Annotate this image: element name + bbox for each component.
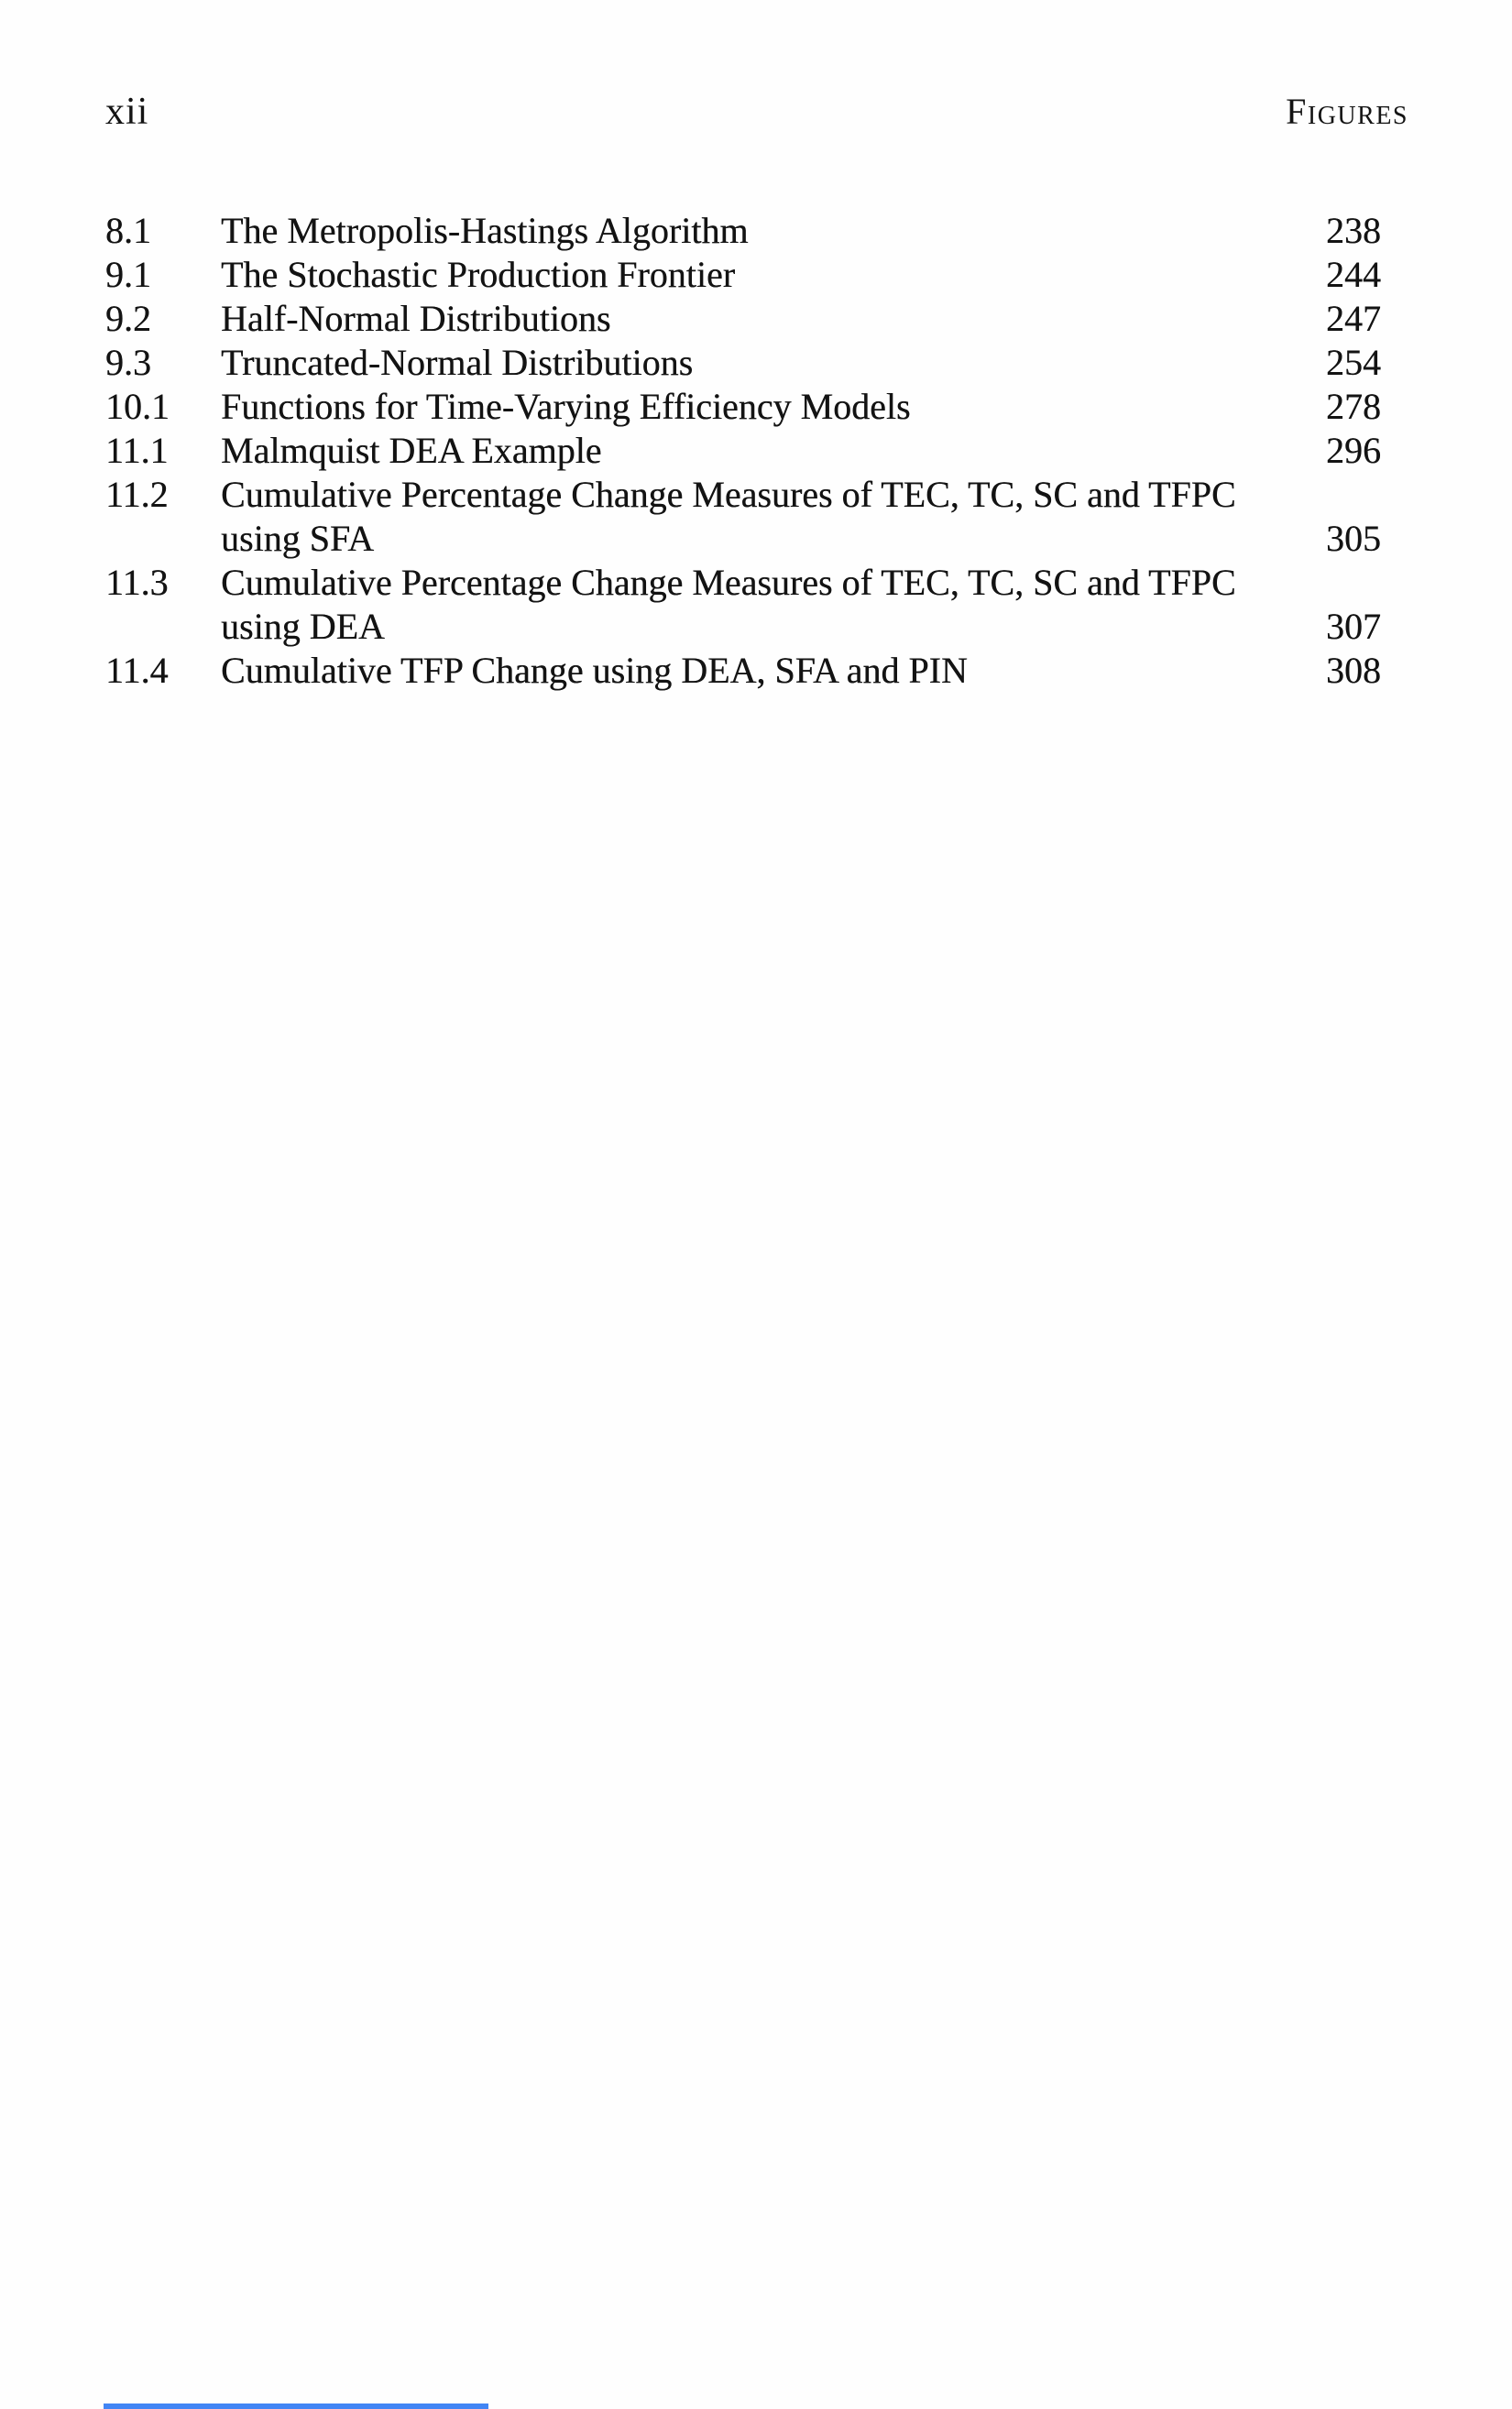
figure-entry: 11.3 Cumulative Percentage Change Measure… [105, 561, 1381, 649]
figure-page-number: 278 [1326, 386, 1381, 427]
figure-page-number: 305 [1326, 518, 1381, 559]
figure-entry: 10.1 Functions for Time-Varying Efficienc… [105, 385, 1381, 429]
figure-title: Cumulative Percentage Change Measures of… [221, 473, 1322, 561]
figure-page-number: 247 [1326, 298, 1381, 339]
figure-title-line: Half-Normal Distributions [221, 298, 611, 339]
figure-title: Functions for Time-Varying Efficiency Mo… [221, 385, 1322, 429]
figure-number: 8.1 [105, 210, 151, 251]
figure-number: 11.3 [105, 562, 169, 603]
figure-title-line: using SFA [221, 518, 375, 559]
figure-entry: 9.2 Half-Normal Distributions 247 [105, 297, 1381, 341]
figure-number: 9.3 [105, 342, 151, 383]
figure-title-line: The Metropolis-Hastings Algorithm [221, 210, 749, 251]
figure-entry: 11.2 Cumulative Percentage Change Measure… [105, 473, 1381, 561]
bottom-highlight-bar [104, 2404, 488, 2409]
figure-number: 9.1 [105, 254, 151, 295]
running-head-title: Figures [1286, 91, 1408, 132]
figure-page-number: 307 [1326, 606, 1381, 647]
figure-title: Malmquist DEA Example [221, 429, 1322, 473]
folio-page-number: xii [105, 91, 149, 133]
figure-page-number: 308 [1326, 650, 1381, 691]
figure-title: Cumulative TFP Change using DEA, SFA and… [221, 649, 1322, 693]
figure-entry: 9.1 The Stochastic Production Frontier 244 [105, 253, 1381, 297]
figure-title: The Stochastic Production Frontier [221, 253, 1322, 297]
figure-title: Half-Normal Distributions [221, 297, 1322, 341]
figure-title-line: Cumulative TFP Change using DEA, SFA and… [221, 650, 968, 691]
figure-page-number: 254 [1326, 342, 1381, 383]
figure-title: Cumulative Percentage Change Measures of… [221, 561, 1322, 649]
figure-page-number: 244 [1326, 254, 1381, 295]
figure-number: 11.2 [105, 474, 169, 515]
figure-page-number: 238 [1326, 210, 1381, 251]
figure-number: 11.4 [105, 650, 169, 691]
figure-title: Truncated-Normal Distributions [221, 341, 1322, 385]
figure-entry: 11.1 Malmquist DEA Example 296 [105, 429, 1381, 473]
figure-title-line: Cumulative Percentage Change Measures of… [221, 474, 1236, 515]
list-of-figures: 8.1 The Metropolis-Hastings Algorithm 238 9… [105, 209, 1381, 693]
figure-title-line: Malmquist DEA Example [221, 430, 602, 471]
figure-title-line: Truncated-Normal Distributions [221, 342, 694, 383]
figure-number: 11.1 [105, 430, 169, 471]
figure-title-line: Cumulative Percentage Change Measures of… [221, 562, 1236, 603]
figure-entry: 9.3 Truncated-Normal Distributions 254 [105, 341, 1381, 385]
figure-title-line: The Stochastic Production Frontier [221, 254, 736, 295]
page-header: xii Figures [105, 90, 1408, 134]
figure-page-number: 296 [1326, 430, 1381, 471]
figure-title: The Metropolis-Hastings Algorithm [221, 209, 1322, 253]
figure-number: 10.1 [105, 386, 170, 427]
figure-title-line: using DEA [221, 606, 385, 647]
figure-number: 9.2 [105, 298, 151, 339]
figure-entry: 8.1 The Metropolis-Hastings Algorithm 238 [105, 209, 1381, 253]
figure-title-line: Functions for Time-Varying Efficiency Mo… [221, 386, 911, 427]
figure-entry: 11.4 Cumulative TFP Change using DEA, SFA… [105, 649, 1381, 693]
